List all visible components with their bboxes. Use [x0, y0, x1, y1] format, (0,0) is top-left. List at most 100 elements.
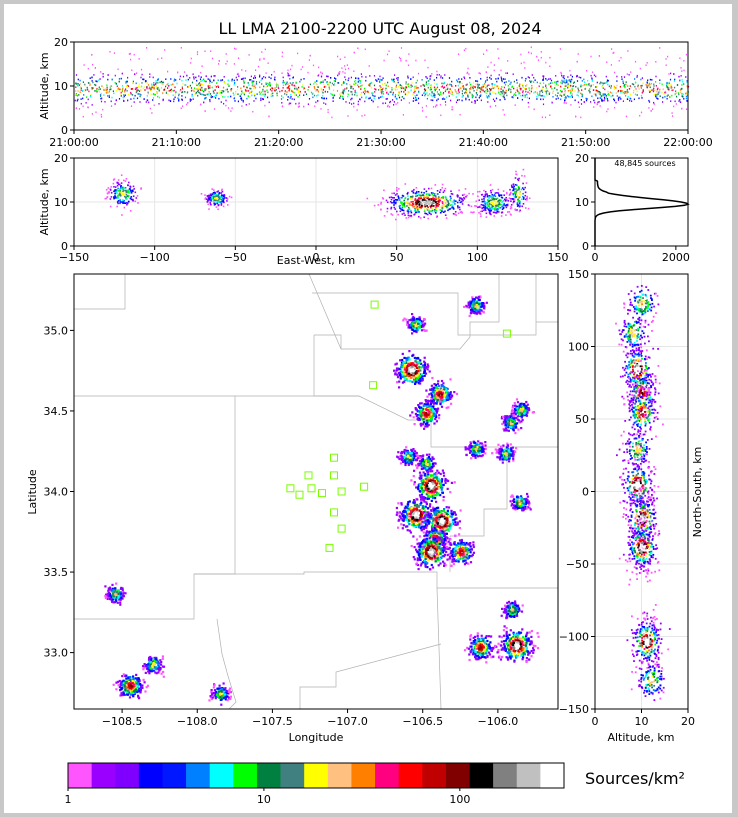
time-altitude-source: [584, 88, 586, 90]
time-altitude-source: [164, 87, 166, 89]
time-altitude-source: [679, 91, 682, 94]
time-altitude-source: [253, 100, 255, 102]
time-altitude-source: [395, 84, 398, 87]
ew-source: [222, 194, 225, 197]
time-altitude-source: [193, 78, 195, 80]
time-altitude-source: [634, 85, 636, 88]
time-altitude-source: [153, 86, 155, 88]
ew-source: [216, 202, 219, 205]
ew-source: [126, 203, 128, 206]
ew-source: [523, 175, 526, 177]
plan-source: [453, 391, 456, 394]
time-altitude-source: [607, 83, 609, 86]
time-altitude-source: [686, 81, 688, 83]
plan-source: [411, 520, 414, 524]
time-altitude-source: [685, 97, 687, 100]
time-altitude-source: [100, 71, 102, 73]
time-altitude-source: [542, 86, 544, 88]
time-altitude-source: [624, 87, 626, 89]
ew-source: [122, 190, 124, 192]
time-altitude-source: [662, 96, 664, 99]
ew-source: [118, 183, 121, 186]
time-altitude-source: [505, 72, 507, 74]
time-altitude-source: [546, 79, 548, 81]
time-altitude-source: [517, 90, 519, 93]
plan-source: [413, 525, 416, 528]
time-altitude-source: [637, 86, 639, 88]
plan-source: [414, 505, 417, 509]
time-altitude-source: [133, 101, 135, 103]
time-altitude-source: [581, 89, 583, 91]
time-altitude-source: [626, 98, 629, 100]
ew-source: [113, 197, 116, 199]
time-altitude-source: [139, 93, 141, 95]
time-altitude-source: [576, 80, 579, 82]
time-altitude-source: [538, 85, 540, 88]
time-altitude-source: [232, 92, 234, 95]
time-altitude-source: [618, 60, 620, 62]
time-altitude-source: [338, 82, 340, 84]
time-altitude-source: [465, 97, 467, 100]
time-altitude-source: [187, 86, 189, 88]
time-altitude-source: [542, 98, 544, 101]
time-altitude-source: [640, 95, 643, 97]
time-altitude-source: [545, 92, 547, 95]
time-altitude-source: [578, 76, 580, 79]
ew-source: [393, 201, 395, 204]
ew-tick-label: −50: [224, 251, 247, 264]
time-altitude-source: [226, 60, 228, 63]
ew-source: [484, 209, 487, 212]
plan-source: [428, 488, 431, 492]
ew-source: [477, 206, 479, 209]
time-altitude-source: [288, 102, 291, 105]
time-altitude-source: [217, 79, 219, 82]
plan-source: [441, 399, 444, 402]
time-altitude-source: [582, 84, 584, 87]
time-altitude-source: [448, 77, 451, 79]
plan-source: [420, 493, 424, 496]
time-altitude-source: [82, 81, 84, 83]
time-altitude-source: [373, 75, 376, 77]
time-altitude-source: [368, 84, 370, 86]
ew-source: [409, 215, 411, 217]
time-altitude-source: [315, 82, 317, 85]
time-altitude-source: [335, 78, 337, 80]
time-altitude-source: [371, 92, 373, 94]
time-altitude-source: [613, 51, 615, 54]
ew-source: [519, 193, 521, 196]
time-altitude-source: [130, 58, 132, 61]
time-altitude-source: [82, 89, 84, 92]
time-altitude-source: [427, 94, 429, 97]
time-altitude-source: [299, 90, 301, 93]
ew-source: [449, 208, 451, 210]
time-altitude-source: [259, 59, 261, 61]
time-altitude-source: [384, 89, 386, 92]
ew-source: [123, 189, 125, 192]
time-altitude-source: [333, 80, 335, 82]
ew-source: [428, 200, 430, 203]
time-altitude-source: [274, 87, 276, 89]
time-altitude-source: [622, 82, 624, 84]
ew-source: [393, 206, 396, 209]
time-altitude-source: [477, 83, 479, 86]
time-altitude-source: [242, 78, 244, 80]
time-altitude-source: [412, 76, 414, 79]
plan-source: [434, 497, 437, 500]
plan-source: [431, 477, 434, 481]
time-altitude-source: [140, 94, 142, 96]
time-altitude-source: [322, 97, 324, 100]
time-altitude-source: [254, 85, 256, 88]
time-altitude-source: [320, 87, 322, 90]
time-altitude-source: [193, 90, 195, 93]
time-altitude-source: [316, 95, 318, 97]
plan-source: [448, 393, 451, 396]
ew-source: [127, 184, 129, 186]
time-altitude-source: [369, 85, 372, 87]
time-altitude-source: [445, 88, 447, 91]
time-altitude-source: [77, 98, 79, 101]
ew-source: [400, 197, 403, 199]
ew-source: [409, 204, 411, 206]
time-altitude-source: [136, 90, 138, 93]
time-altitude-source: [440, 94, 442, 96]
time-altitude-source: [642, 89, 644, 91]
